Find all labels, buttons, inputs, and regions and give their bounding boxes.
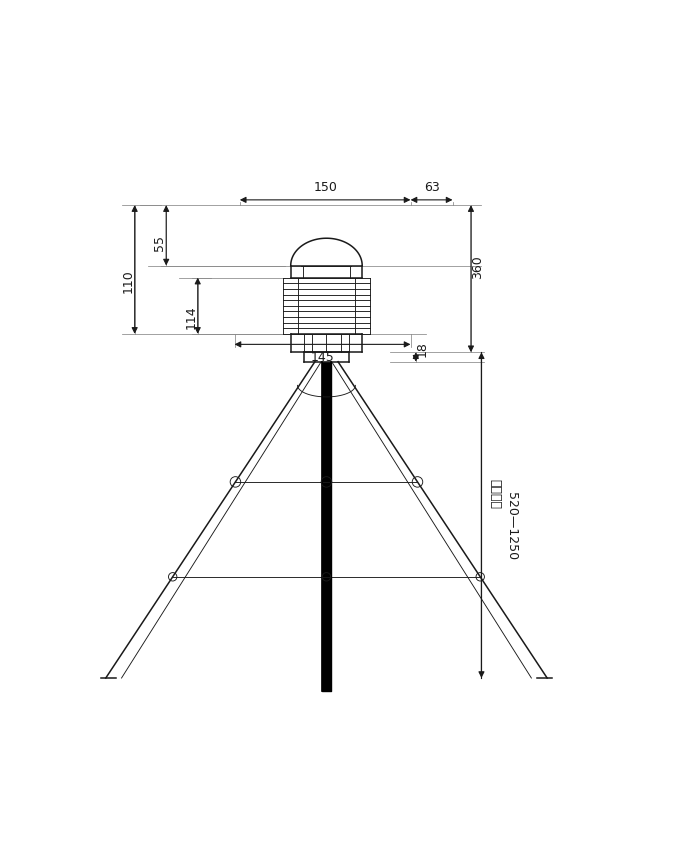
Text: 63: 63 — [424, 181, 439, 194]
Text: 150: 150 — [313, 181, 337, 194]
Text: 360: 360 — [471, 255, 484, 279]
Text: 520—1250: 520—1250 — [505, 492, 518, 560]
Text: 55: 55 — [153, 235, 166, 251]
Text: 伸缩范围: 伸缩范围 — [488, 480, 501, 509]
Text: 110: 110 — [122, 270, 135, 293]
Text: 114: 114 — [185, 306, 198, 329]
Text: 18: 18 — [416, 341, 428, 357]
Text: 145: 145 — [311, 351, 334, 364]
